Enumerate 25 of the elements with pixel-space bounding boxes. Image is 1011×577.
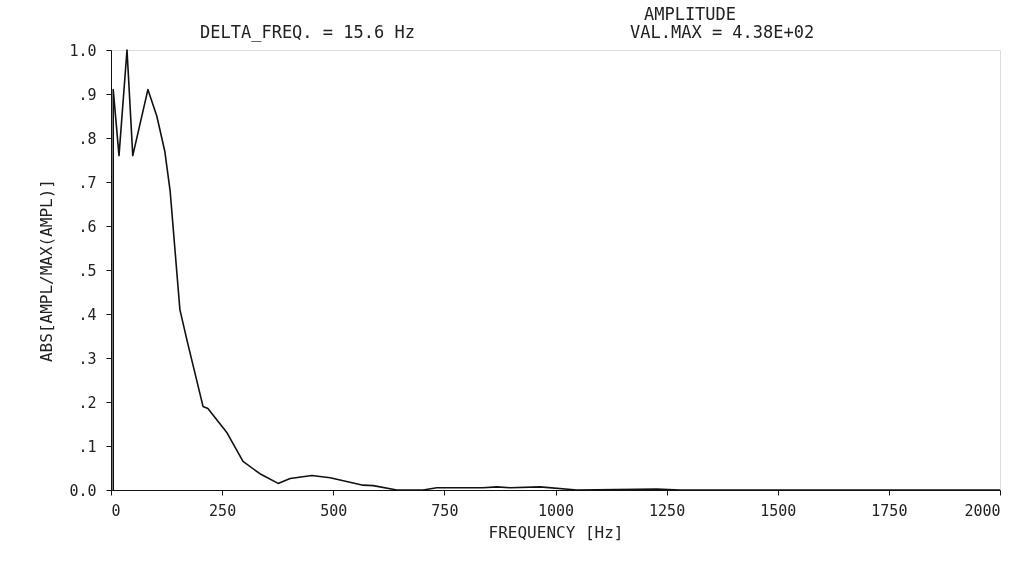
x-axis-title: FREQUENCY [Hz] (488, 522, 624, 542)
x-tick-label: 2000 (964, 501, 1001, 520)
y-axis-title: ABS[AMPL/MAX(AMPL)] (37, 178, 57, 363)
y-tick-label: .3 (78, 349, 97, 368)
x-tick-label: 1750 (871, 501, 908, 520)
text: VAL.MAX = 4.38E+02 (630, 22, 815, 42)
y-tick-label: .8 (78, 129, 97, 148)
y-tick-label: 1.0 (69, 41, 97, 60)
y-tick-label: .5 (78, 261, 97, 280)
x-tick-label: 1500 (760, 501, 797, 520)
x-tick-label: 500 (320, 501, 348, 520)
y-tick-label: .6 (78, 217, 97, 236)
y-tick-label: .2 (78, 393, 97, 412)
y-tick-label: .4 (78, 305, 97, 324)
x-tick-label: 1000 (537, 501, 575, 520)
y-tick-label: .1 (78, 437, 97, 456)
y-tick-label: .9 (78, 85, 97, 104)
x-tick-label: 1250 (649, 501, 686, 520)
y-tick-label: 0.0 (69, 481, 97, 500)
chart-title: AMPLITUDE (643, 4, 737, 24)
x-tick-label: 750 (431, 501, 459, 520)
text: DELTA_FREQ. = 15.6 Hz (200, 22, 415, 42)
x-tick-label: 250 (209, 501, 237, 520)
x-tick-label: 0 (111, 501, 121, 520)
y-tick-label: .7 (78, 173, 97, 192)
